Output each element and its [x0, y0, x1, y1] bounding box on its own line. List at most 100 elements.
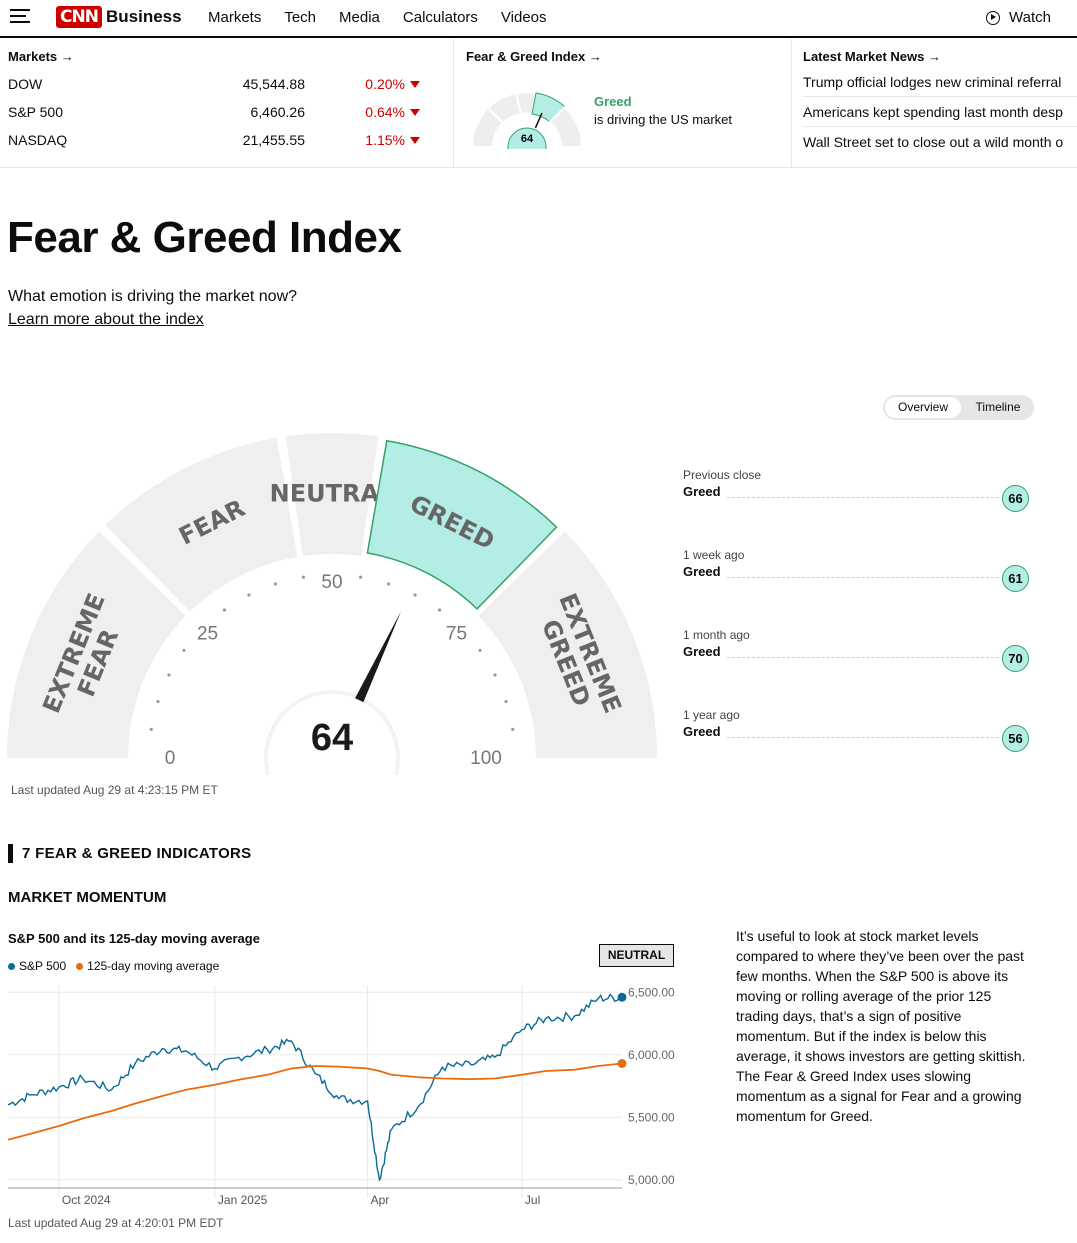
market-name: S&P 500 — [8, 104, 64, 120]
chart-last-updated: Last updated Aug 29 at 4:20:01 PM EDT — [8, 1216, 224, 1230]
mini-status: Greed — [594, 94, 632, 109]
moving-average-endpoint — [617, 1059, 627, 1068]
cnn-logo[interactable]: CNN — [56, 6, 102, 28]
markets-heading[interactable]: Markets → — [8, 49, 74, 64]
page-title: Fear & Greed Index — [7, 213, 402, 262]
momentum-status-badge: NEUTRAL — [599, 944, 674, 967]
scale-dot — [437, 608, 442, 612]
nav-media[interactable]: Media — [339, 9, 380, 26]
nav-calculators[interactable]: Calculators — [402, 9, 478, 26]
gauge-segment-fear — [105, 437, 298, 612]
history-value-badge: 66 — [1002, 485, 1029, 512]
gauge-segment-extreme-fear — [7, 531, 186, 758]
gauge-tick-label: 75 — [446, 624, 467, 645]
scale-dot — [511, 727, 515, 731]
chart-title: S&P 500 and its 125-day moving average — [8, 931, 260, 946]
dashed-divider — [727, 657, 999, 658]
market-row-nasdaq[interactable]: NASDAQ 21,455.55 1.15% — [8, 126, 438, 154]
legend-ma: 125-day moving average — [87, 959, 220, 973]
gauge-segment-neutral — [285, 432, 379, 557]
gauge-tick-label: 0 — [165, 748, 176, 769]
brand-name[interactable]: Business — [106, 7, 182, 26]
latest-news-panel: Latest Market News → Trump official lodg… — [803, 49, 1077, 157]
scale-dot — [149, 727, 153, 731]
history-value-badge: 61 — [1002, 565, 1029, 592]
history-week-ago: 1 week ago Greed 61 — [683, 548, 1029, 604]
toggle-timeline[interactable]: Timeline — [975, 400, 1021, 414]
section-marker — [8, 844, 13, 863]
top-nav: CNN Business Markets Tech Media Calculat… — [0, 0, 1077, 38]
history-previous-close: Previous close Greed 66 — [683, 468, 1029, 524]
watch-button[interactable]: Watch — [986, 9, 1051, 26]
x-tick-label: Jan 2025 — [218, 1193, 268, 1207]
scale-dot — [478, 648, 482, 653]
chart-legend: S&P 500 125-day moving average — [8, 959, 219, 973]
watch-label: Watch — [1009, 9, 1051, 26]
down-arrow-icon — [410, 109, 420, 116]
history-month-ago: 1 month ago Greed 70 — [683, 628, 1029, 684]
markets-strip: Markets → DOW 45,544.88 0.20% S&P 500 6,… — [0, 39, 1077, 168]
moving-average-line — [7, 1062, 623, 1141]
learn-more-link[interactable]: Learn more about the index — [8, 311, 204, 328]
gauge-tick-label: 50 — [321, 572, 342, 593]
scale-dot — [359, 575, 363, 579]
history-label: 1 week ago — [683, 548, 745, 562]
view-toggle: Overview Timeline — [883, 395, 1034, 420]
down-arrow-icon — [410, 137, 420, 144]
markets-panel: Markets → DOW 45,544.88 0.20% S&P 500 6,… — [8, 49, 438, 154]
fear-greed-heading[interactable]: Fear & Greed Index → — [466, 49, 602, 64]
menu-icon[interactable] — [10, 9, 30, 25]
history-label: 1 year ago — [683, 708, 740, 722]
dashed-divider — [727, 497, 999, 498]
fear-greed-mini-panel: Fear & Greed Index → — [466, 49, 776, 64]
scale-dot — [504, 699, 508, 704]
mini-gauge[interactable]: 64 — [470, 89, 584, 149]
market-row-sp500[interactable]: S&P 500 6,460.26 0.64% — [8, 98, 438, 126]
y-tick-label: 6,000.00 — [628, 1048, 675, 1062]
scale-dot — [273, 582, 278, 586]
legend-sp500: S&P 500 — [19, 959, 67, 973]
market-change: 0.64% — [365, 104, 405, 120]
nav-markets[interactable]: Markets — [208, 9, 262, 26]
news-item[interactable]: Americans kept spending last month desp — [803, 97, 1077, 127]
momentum-chart[interactable]: 6,500.00 6,000.00 5,500.00 5,000.00 Oct 2024… — [0, 978, 690, 1213]
scale-dot — [413, 593, 417, 597]
market-momentum-heading: MARKET MOMENTUM — [8, 889, 167, 906]
x-tick-label: Jul — [525, 1193, 540, 1207]
scale-dot — [247, 593, 251, 597]
dashed-divider — [727, 577, 999, 578]
history-year-ago: 1 year ago Greed 56 — [683, 708, 1029, 764]
history-status: Greed — [683, 644, 721, 659]
nav-tech[interactable]: Tech — [284, 9, 317, 26]
market-name: DOW — [8, 76, 43, 92]
news-item[interactable]: Wall Street set to close out a wild mont… — [803, 134, 1064, 150]
gauge-value: 64 — [311, 717, 353, 759]
last-updated: Last updated Aug 29 at 4:23:15 PM ET — [11, 783, 218, 797]
scale-dot — [386, 582, 391, 586]
gauge-tick-label: 100 — [470, 748, 502, 769]
page-subtitle: What emotion is driving the market now? — [8, 288, 298, 305]
news-item[interactable]: Trump official lodges new criminal refer… — [803, 67, 1077, 97]
fear-greed-mini-label: Greed is driving the US market — [594, 94, 732, 127]
news-heading[interactable]: Latest Market News → — [803, 49, 941, 64]
scale-dot — [222, 608, 227, 612]
legend-dot-sp500 — [8, 962, 15, 970]
sp500-line — [7, 993, 623, 1182]
dashed-divider — [727, 737, 999, 738]
market-value: 21,455.55 — [242, 132, 305, 148]
history-label: 1 month ago — [683, 628, 750, 642]
gauge-tick-label: 25 — [197, 624, 218, 645]
history-value-badge: 56 — [1002, 725, 1029, 752]
market-change: 0.20% — [365, 76, 405, 92]
y-tick-label: 5,000.00 — [628, 1173, 675, 1187]
market-row-dow[interactable]: DOW 45,544.88 0.20% — [8, 70, 438, 98]
history-status: Greed — [683, 564, 721, 579]
history-status: Greed — [683, 724, 721, 739]
scale-dot — [156, 699, 160, 704]
mini-gauge-value: 64 — [521, 133, 534, 145]
nav-videos[interactable]: Videos — [500, 9, 547, 26]
history-value-badge: 70 — [1002, 645, 1029, 672]
down-arrow-icon — [410, 81, 420, 88]
toggle-overview[interactable]: Overview — [885, 397, 961, 418]
